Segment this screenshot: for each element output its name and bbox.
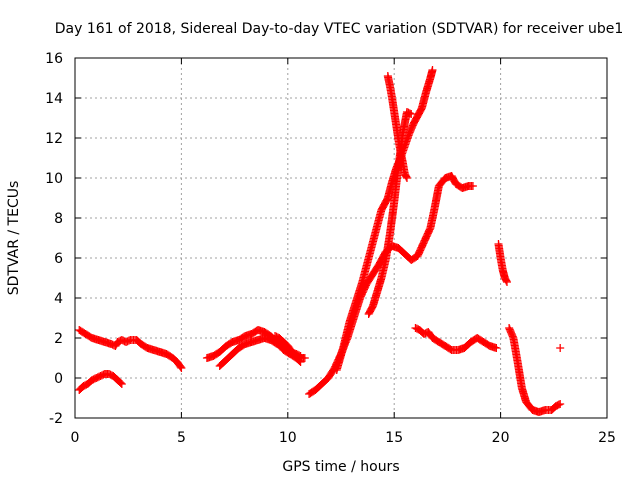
data-point — [300, 354, 309, 362]
series-arc-6 — [305, 172, 477, 398]
y-tick-label: 4 — [54, 291, 63, 307]
series-arc-10 — [411, 324, 501, 354]
x-tick-label: 15 — [385, 430, 403, 446]
data-point — [502, 276, 511, 285]
y-tick-label: 0 — [54, 371, 63, 387]
data-points — [75, 66, 565, 416]
data-point — [556, 400, 565, 408]
series-arc-8 — [364, 108, 416, 318]
y-tick-label: 12 — [45, 131, 63, 147]
plot-frame — [74, 57, 608, 419]
x-tick-label: 20 — [492, 430, 510, 446]
x-tick-label: 5 — [177, 430, 186, 446]
y-tick-label: 16 — [45, 51, 63, 67]
series-arc-12 — [505, 324, 565, 416]
data-point — [492, 344, 501, 352]
series-arc-9 — [383, 72, 411, 182]
x-axis-label: GPS time / hours — [282, 459, 399, 475]
data-point — [556, 344, 565, 352]
chart-title: Day 161 of 2018, Sidereal Day-to-day VTE… — [55, 21, 624, 37]
series-arc-1 — [75, 326, 186, 372]
y-tick-label: 14 — [45, 91, 63, 107]
tick-labels: 0 5 10 15 20 25 -2 0 2 4 6 8 10 12 14 16 — [45, 51, 616, 446]
y-tick-label: 6 — [54, 251, 63, 267]
x-tick-label: 25 — [598, 430, 616, 446]
data-point — [468, 182, 477, 190]
data-point — [117, 380, 126, 388]
y-tick-label: 8 — [54, 211, 63, 227]
data-point — [176, 362, 185, 371]
series-arc-2 — [75, 370, 126, 394]
data-point — [502, 278, 511, 286]
data-point — [402, 174, 411, 182]
data-point — [428, 66, 437, 74]
y-tick-label: 2 — [54, 331, 63, 347]
data-point — [554, 400, 563, 409]
data-point — [116, 379, 125, 387]
y-tick-label: 10 — [45, 171, 63, 187]
y-tick-label: -2 — [49, 411, 63, 427]
x-tick-label: 10 — [279, 430, 297, 446]
data-point — [402, 172, 411, 181]
y-axis-label: SDTVAR / TECUs — [6, 181, 22, 296]
data-point — [405, 109, 414, 118]
data-point — [407, 110, 416, 118]
series-arc-5 — [271, 332, 309, 362]
series-arc-13 — [556, 344, 565, 352]
x-tick-label: 0 — [71, 430, 80, 446]
series-arc-11 — [494, 240, 511, 286]
data-point — [177, 364, 186, 372]
